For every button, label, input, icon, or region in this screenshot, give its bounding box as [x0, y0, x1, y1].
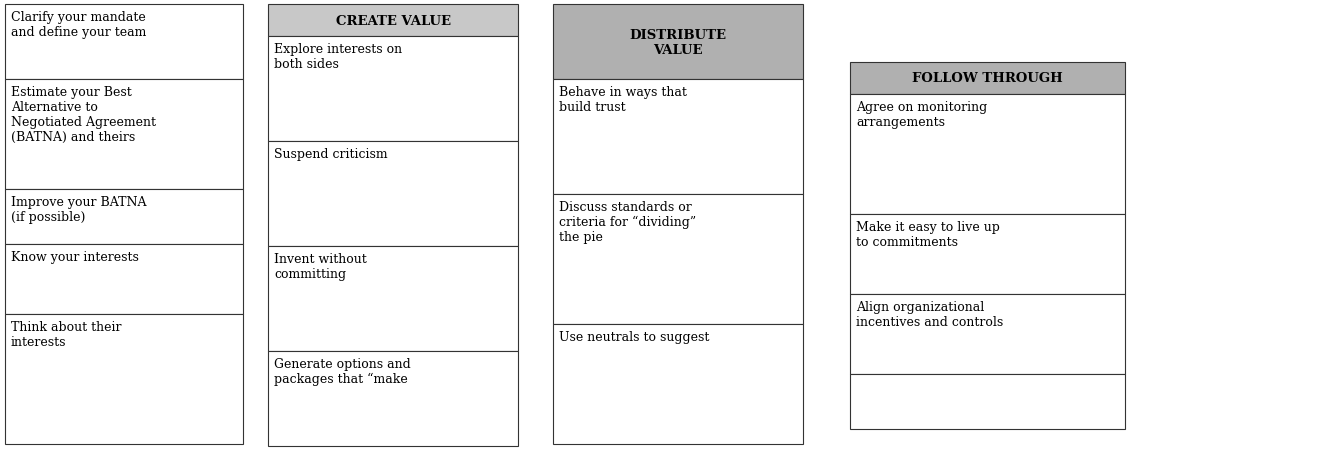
Bar	[268, 5, 518, 37]
Text: Make it easy to live up
to commitments: Make it easy to live up to commitments	[856, 221, 1000, 248]
Text: Explore interests on
both sides: Explore interests on both sides	[274, 43, 403, 71]
Bar	[849, 95, 1125, 214]
Bar	[849, 214, 1125, 294]
Text: DISTRIBUTE
VALUE: DISTRIBUTE VALUE	[629, 29, 726, 56]
Text: FOLLOW THROUGH: FOLLOW THROUGH	[913, 72, 1063, 86]
Text: Align organizational
incentives and controls: Align organizational incentives and cont…	[856, 300, 1004, 328]
Text: Clarify your mandate
and define your team: Clarify your mandate and define your tea…	[11, 11, 146, 39]
Bar	[5, 190, 243, 244]
Bar	[268, 37, 518, 142]
Text: Use neutrals to suggest: Use neutrals to suggest	[560, 330, 710, 343]
Text: Agree on monitoring
arrangements: Agree on monitoring arrangements	[856, 101, 988, 129]
Bar	[5, 314, 243, 444]
Bar	[849, 374, 1125, 429]
Bar	[553, 80, 803, 195]
Bar	[849, 63, 1125, 95]
Bar	[268, 351, 518, 446]
Bar	[5, 5, 243, 80]
Text: Estimate your Best
Alternative to
Negotiated Agreement
(BATNA) and theirs: Estimate your Best Alternative to Negoti…	[11, 86, 156, 144]
Bar	[849, 294, 1125, 374]
Text: Know your interests: Know your interests	[11, 250, 138, 263]
Text: Discuss standards or
criteria for “dividing”
the pie: Discuss standards or criteria for “divid…	[560, 201, 696, 244]
Bar	[553, 195, 803, 324]
Bar	[5, 244, 243, 314]
Bar	[268, 142, 518, 247]
Bar	[553, 324, 803, 444]
Text: CREATE VALUE: CREATE VALUE	[336, 15, 451, 27]
Bar	[553, 5, 803, 80]
Bar	[268, 247, 518, 351]
Text: Think about their
interests: Think about their interests	[11, 320, 122, 348]
Bar	[5, 80, 243, 190]
Text: Behave in ways that
build trust: Behave in ways that build trust	[560, 86, 687, 114]
Text: Improve your BATNA
(if possible): Improve your BATNA (if possible)	[11, 196, 146, 223]
Text: Suspend criticism: Suspend criticism	[274, 148, 388, 161]
Text: Invent without
committing: Invent without committing	[274, 253, 366, 280]
Text: Generate options and
packages that “make: Generate options and packages that “make	[274, 357, 411, 385]
